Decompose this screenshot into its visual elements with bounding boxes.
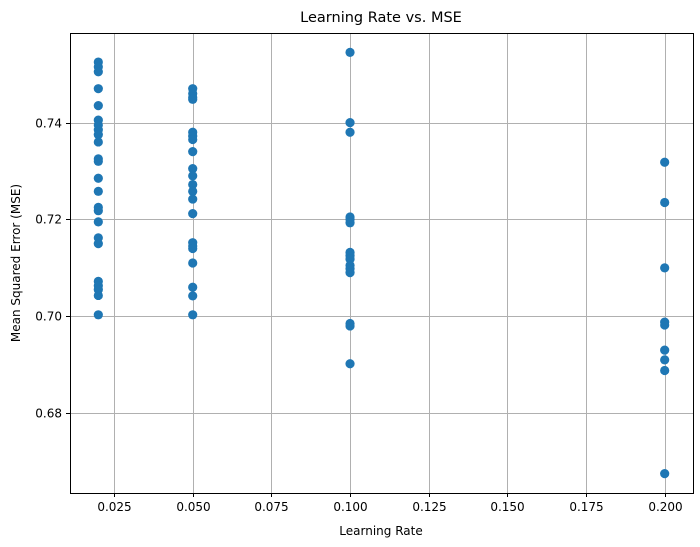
data-point — [93, 173, 103, 183]
data-point — [188, 282, 198, 292]
x-axis-ticks: 0.025 0.050 0.075 0.100 0.125 0.150 0.175 0.200 — [97, 493, 683, 514]
x-tick-label: 0.025 — [97, 500, 131, 514]
y-tick-label: 0.74 — [35, 117, 62, 131]
data-point — [93, 239, 103, 249]
scatter-points — [93, 47, 670, 479]
x-axis-label: Learning Rate — [339, 524, 422, 538]
data-point — [660, 365, 670, 376]
data-point — [188, 134, 198, 145]
data-point — [660, 197, 670, 208]
data-point — [93, 156, 103, 166]
data-point — [660, 263, 670, 273]
data-point — [93, 130, 103, 140]
data-point — [345, 268, 355, 278]
x-tick-label: 0.050 — [176, 500, 210, 514]
data-point — [188, 209, 198, 219]
data-point — [188, 258, 198, 268]
data-point — [93, 67, 103, 77]
data-point — [188, 243, 198, 254]
y-axis-label: Mean Squared Error (MSE) — [9, 184, 23, 342]
data-point — [345, 254, 355, 264]
data-point — [660, 320, 670, 330]
x-tick-label: 0.075 — [254, 500, 288, 514]
data-point — [93, 186, 103, 196]
data-point — [93, 217, 103, 227]
y-tick-label: 0.72 — [35, 213, 62, 227]
data-point — [93, 84, 103, 94]
plot-frame — [70, 33, 694, 494]
data-point — [188, 186, 198, 196]
data-point — [345, 127, 355, 137]
x-tick-label: 0.125 — [412, 500, 446, 514]
data-point — [660, 345, 670, 355]
data-point — [188, 171, 198, 181]
data-point — [188, 194, 198, 204]
data-point — [660, 355, 670, 365]
data-point — [188, 94, 198, 104]
data-point — [345, 47, 355, 57]
data-point — [660, 157, 670, 167]
data-point — [188, 291, 198, 301]
data-point — [188, 163, 198, 174]
x-tick-label: 0.100 — [333, 500, 367, 514]
y-axis-ticks: 0.68 0.70 0.72 0.74 — [35, 117, 70, 421]
data-point — [93, 101, 103, 111]
x-tick-label: 0.150 — [490, 500, 524, 514]
data-point — [345, 218, 355, 228]
data-point — [188, 147, 198, 157]
data-point — [93, 290, 103, 301]
data-point — [188, 310, 198, 320]
data-point — [660, 469, 670, 479]
data-point — [93, 206, 103, 216]
data-point — [93, 137, 103, 147]
data-point — [345, 321, 355, 331]
data-point — [345, 359, 355, 369]
data-point — [188, 179, 198, 190]
data-point — [93, 310, 103, 320]
chart-title: Learning Rate vs. MSE — [300, 10, 462, 26]
x-tick-label: 0.175 — [569, 500, 603, 514]
data-point — [345, 117, 355, 128]
y-tick-label: 0.70 — [35, 310, 62, 324]
x-tick-label: 0.200 — [648, 500, 682, 514]
y-tick-label: 0.68 — [35, 407, 62, 421]
